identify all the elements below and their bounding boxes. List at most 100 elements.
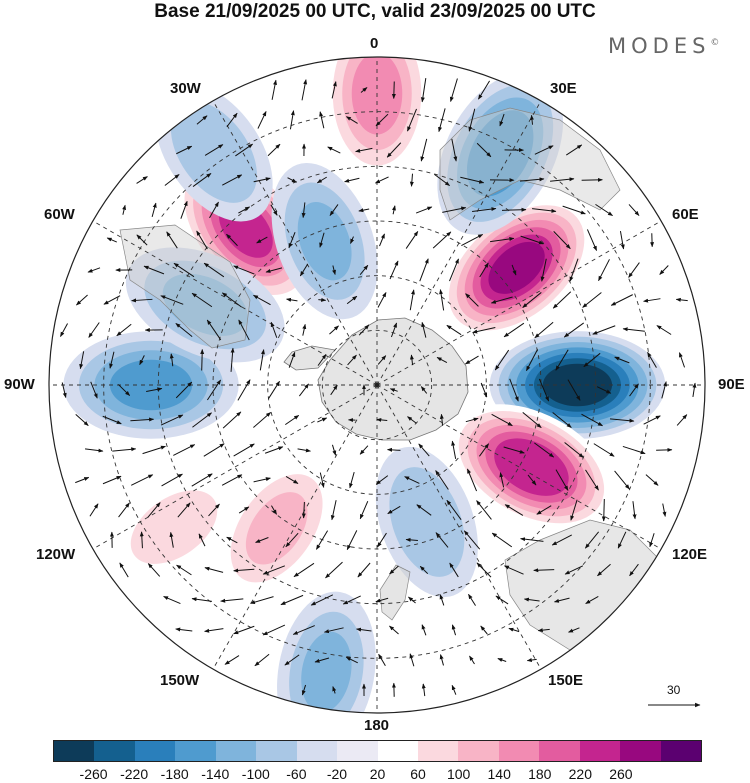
wind-vector bbox=[173, 262, 195, 278]
colorbar-cell bbox=[579, 741, 621, 761]
wind-vector bbox=[503, 322, 525, 338]
colorbar-cell bbox=[54, 741, 95, 761]
latitude-circle bbox=[321, 329, 433, 441]
colorbar-cell bbox=[134, 741, 176, 761]
anomaly-contour bbox=[488, 241, 545, 294]
wind-vector bbox=[564, 565, 584, 575]
wind-vector bbox=[151, 202, 157, 218]
wind-vector bbox=[584, 531, 600, 549]
wind-vector bbox=[449, 78, 458, 102]
wind-vector bbox=[562, 205, 586, 215]
wind-vector bbox=[446, 499, 462, 520]
wind-vector bbox=[198, 533, 206, 547]
wind-vector bbox=[122, 204, 127, 215]
wind-vector bbox=[678, 352, 686, 368]
wind-vector bbox=[288, 351, 296, 368]
wind-vector bbox=[226, 112, 238, 128]
map-border bbox=[48, 56, 706, 714]
wind-vector bbox=[439, 289, 445, 311]
meridian-line bbox=[376, 384, 542, 670]
wind-vector bbox=[439, 413, 444, 426]
wind-vector bbox=[286, 297, 298, 302]
wind-vector bbox=[301, 79, 308, 101]
wind-vector bbox=[237, 379, 251, 401]
wind-vector bbox=[581, 413, 603, 427]
wind-vector bbox=[257, 110, 267, 129]
wind-vector bbox=[102, 415, 122, 425]
wind-vector bbox=[520, 235, 544, 245]
wind-vector bbox=[332, 686, 337, 694]
wind-vector bbox=[90, 381, 98, 399]
wind-vector bbox=[504, 504, 524, 516]
africa-south-tip bbox=[439, 107, 621, 221]
wind-vector bbox=[386, 142, 402, 158]
wind-vector bbox=[301, 202, 306, 219]
wind-vector bbox=[551, 534, 573, 546]
wind-vector bbox=[538, 378, 550, 402]
wind-vector bbox=[461, 233, 484, 247]
lon-label-30w: 30W bbox=[170, 80, 201, 97]
wind-vector bbox=[390, 322, 398, 338]
wind-vector bbox=[569, 258, 579, 282]
wind-vector bbox=[662, 503, 667, 517]
modes-logo-mark: © bbox=[710, 38, 720, 48]
wind-vector bbox=[139, 355, 145, 366]
wind-vector bbox=[409, 653, 415, 667]
wind-vector bbox=[271, 505, 277, 515]
colorbar-cell bbox=[620, 741, 661, 761]
wind-vector bbox=[109, 351, 115, 369]
wind-vector bbox=[327, 146, 341, 154]
wind-vector bbox=[449, 562, 459, 578]
colorbar-cell bbox=[377, 741, 418, 761]
wind-vector bbox=[408, 596, 416, 604]
wind-vector bbox=[130, 417, 155, 422]
lon-label-60w: 60W bbox=[44, 206, 75, 223]
wind-vector bbox=[421, 321, 427, 338]
wind-vector bbox=[267, 143, 281, 157]
anomaly-contour bbox=[245, 492, 308, 565]
wind-vector bbox=[567, 379, 581, 401]
wind-vector bbox=[118, 502, 130, 518]
wind-vector bbox=[525, 349, 539, 372]
wind-vector bbox=[622, 327, 645, 332]
wind-vector bbox=[206, 319, 222, 341]
wind-vector bbox=[415, 206, 433, 214]
wind-vector bbox=[161, 473, 183, 487]
wind-vector bbox=[314, 657, 330, 663]
wind-vector bbox=[319, 232, 325, 248]
wind-vector bbox=[196, 230, 208, 250]
meridian-line bbox=[212, 384, 378, 670]
wind-vector bbox=[238, 206, 251, 214]
wind-vector bbox=[585, 469, 599, 491]
wind-vector bbox=[285, 476, 299, 484]
colorbar-tick-label: -180 bbox=[160, 766, 189, 782]
wind-vector bbox=[499, 472, 505, 488]
wind-vector bbox=[632, 501, 637, 520]
wind-vector bbox=[460, 176, 485, 184]
wind-vector bbox=[204, 144, 224, 156]
wind-vector bbox=[355, 147, 373, 153]
wind-vector bbox=[131, 298, 153, 303]
lon-label-120e: 120E bbox=[672, 546, 708, 563]
wind-vector bbox=[442, 206, 467, 213]
wind-vector bbox=[375, 113, 389, 127]
wind-vector bbox=[359, 264, 369, 276]
wind-vector bbox=[271, 79, 278, 100]
wind-vector bbox=[292, 625, 315, 635]
wind-vector bbox=[465, 417, 479, 423]
colorbar-tick-label: -60 bbox=[286, 766, 307, 782]
wind-vector bbox=[103, 295, 121, 305]
wind-vector bbox=[176, 564, 192, 576]
colorbar-tick-label: 180 bbox=[528, 766, 552, 782]
wind-vector bbox=[465, 293, 479, 307]
wind-vector bbox=[537, 628, 550, 633]
wind-vector bbox=[330, 384, 338, 396]
wind-vector bbox=[142, 445, 166, 455]
wind-vector bbox=[301, 501, 306, 519]
wind-vector bbox=[416, 504, 432, 516]
anomaly-pacific-high-2 bbox=[215, 456, 338, 601]
wind-vector bbox=[407, 108, 417, 132]
wind-vector bbox=[226, 536, 238, 544]
wind-vector bbox=[79, 351, 85, 370]
wind-vector bbox=[117, 384, 131, 396]
